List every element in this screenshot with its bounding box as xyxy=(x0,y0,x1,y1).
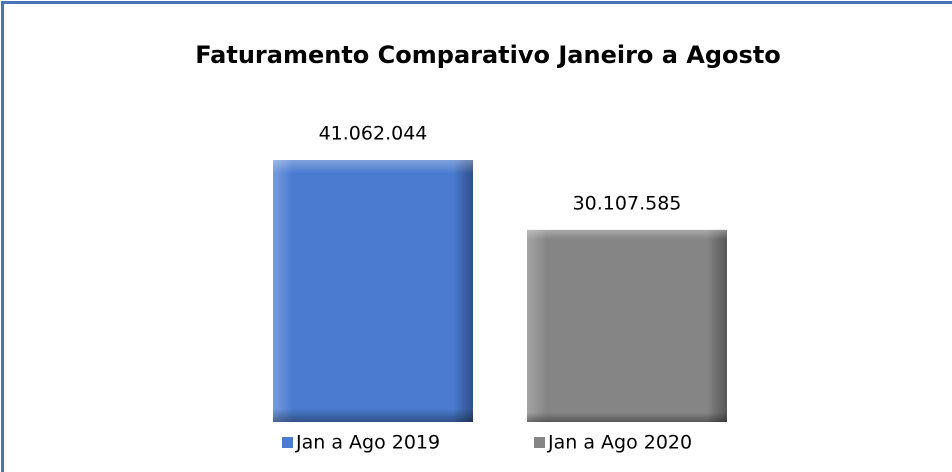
data-label: 41.062.044 xyxy=(319,123,428,145)
legend-swatch xyxy=(282,437,293,448)
bar-bevel xyxy=(527,229,727,422)
data-label: 30.107.585 xyxy=(573,192,682,214)
chart-title: Faturamento Comparativo Janeiro a Agosto xyxy=(195,41,781,69)
legend-label: Jan a Ago 2019 xyxy=(295,432,440,454)
legend-label: Jan a Ago 2020 xyxy=(547,432,692,454)
legend-swatch xyxy=(534,437,545,448)
bar-bevel xyxy=(273,160,473,422)
